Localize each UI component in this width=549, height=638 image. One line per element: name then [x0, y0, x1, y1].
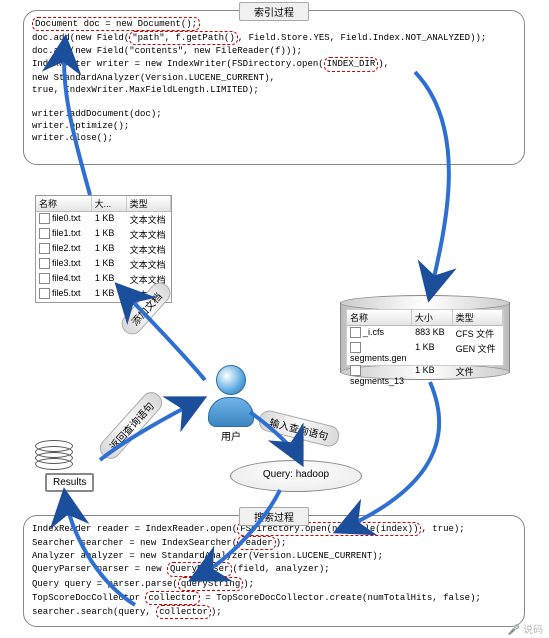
search-code: IndexReader reader = IndexReader.open(FS… [32, 522, 516, 619]
table-row: file3.txt1 KB文本文档 [36, 257, 171, 272]
index-process-box: 索引过程 Document doc = new Document();doc.a… [23, 10, 525, 165]
cyl-col-type: 类型 [453, 310, 503, 325]
index-code: Document doc = new Document();doc.add(ne… [32, 17, 516, 144]
table-row: file1.txt1 KB文本文档 [36, 227, 171, 242]
results-spiral-icon [35, 440, 75, 470]
query-oval: Query: hadoop [230, 460, 362, 492]
table-row: segments.gen1 KBGEN 文件 [347, 341, 503, 364]
file-list-header: 名称 大... 类型 [36, 196, 171, 212]
results-box: Results [45, 473, 94, 492]
col-size: 大... [92, 196, 127, 211]
label-input-query: 输入查询语句 [257, 408, 342, 448]
table-row: _i.cfs883 KBCFS 文件 [347, 326, 503, 341]
table-row: file2.txt1 KB文本文档 [36, 242, 171, 257]
cyl-col-name: 名称 [347, 310, 412, 325]
search-process-box: 搜索过程 IndexReader reader = IndexReader.op… [23, 515, 525, 627]
col-type: 类型 [127, 196, 171, 211]
index-storage-cylinder: 名称 大小 类型 _i.cfs883 KBCFS 文件segments.gen1… [340, 295, 510, 380]
cyl-header: 名称 大小 类型 [347, 310, 503, 326]
user-label: 用户 [206, 428, 256, 443]
table-row: segments_131 KB文件 [347, 364, 503, 387]
table-row: file4.txt1 KB文本文档 [36, 272, 171, 287]
cyl-col-size: 大小 [412, 310, 453, 325]
watermark: 🎤 说码 [508, 621, 543, 636]
col-name: 名称 [36, 196, 92, 211]
index-box-title: 索引过程 [239, 2, 309, 21]
label-return-query: 返回查询语句 [96, 388, 166, 463]
user-icon: 用户 [206, 365, 256, 425]
table-row: file0.txt1 KB文本文档 [36, 212, 171, 227]
search-box-title: 搜索过程 [239, 507, 309, 526]
